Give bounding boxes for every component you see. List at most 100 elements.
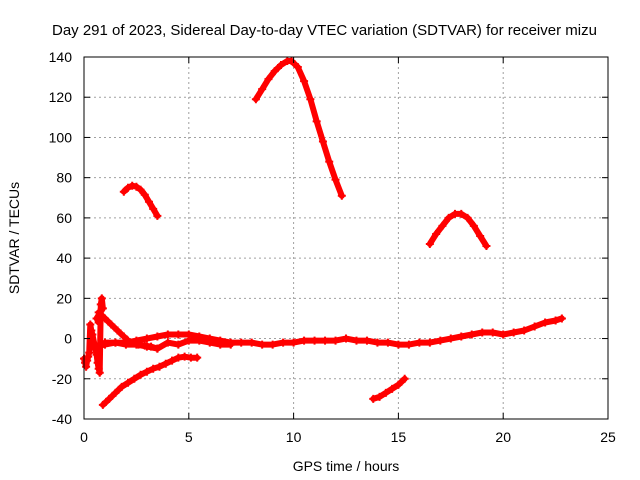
- data-point: [149, 204, 158, 213]
- data-point: [149, 364, 158, 373]
- chart-title: Day 291 of 2023, Sidereal Day-to-day VTE…: [52, 22, 597, 39]
- data-point: [153, 211, 162, 220]
- data-point: [436, 336, 445, 345]
- data-point: [388, 384, 397, 393]
- data-point: [93, 358, 102, 367]
- series-arc-early-hump: [119, 181, 162, 220]
- data-point: [94, 318, 103, 327]
- data-point: [258, 340, 267, 349]
- data-point: [119, 187, 128, 196]
- data-point: [140, 341, 149, 350]
- data-point: [381, 388, 390, 397]
- data-point: [557, 314, 566, 323]
- y-tick-label: 100: [49, 129, 73, 145]
- data-point: [98, 400, 107, 409]
- data-point: [237, 338, 246, 347]
- grid: [84, 57, 608, 419]
- data-point: [300, 336, 309, 345]
- y-tick-label: -20: [52, 371, 72, 387]
- data-point: [277, 61, 286, 70]
- data-point: [128, 181, 137, 190]
- data-point: [446, 334, 455, 343]
- data-point: [153, 332, 162, 341]
- data-point: [180, 352, 189, 361]
- data-point: [184, 336, 193, 345]
- y-tick-label: 140: [49, 49, 73, 65]
- data-point: [289, 338, 298, 347]
- data-point: [444, 213, 453, 222]
- data-point: [482, 242, 491, 251]
- data-point: [105, 394, 114, 403]
- data-point: [457, 332, 466, 341]
- data-point: [469, 221, 478, 230]
- data-point: [488, 328, 497, 337]
- data-point: [287, 57, 296, 66]
- data-point: [98, 304, 107, 313]
- data-point: [476, 231, 485, 240]
- data-point: [467, 330, 476, 339]
- x-tick-label: 20: [495, 429, 511, 445]
- data-point: [394, 340, 403, 349]
- data-point: [425, 338, 434, 347]
- data-point: [193, 353, 202, 362]
- data-point: [107, 320, 116, 329]
- data-point: [124, 378, 133, 387]
- data-point: [163, 338, 172, 347]
- series-main-band: [88, 314, 566, 351]
- data-point: [499, 330, 508, 339]
- data-point: [88, 330, 97, 339]
- data-point: [174, 340, 183, 349]
- series-trace: [89, 315, 565, 350]
- data-point: [161, 359, 170, 368]
- data-point: [155, 362, 164, 371]
- data-point: [111, 388, 120, 397]
- series-arc-big-peak: [251, 57, 346, 200]
- data-point: [438, 221, 447, 230]
- data-point: [142, 367, 151, 376]
- x-tick-label: 0: [80, 429, 88, 445]
- data-point: [247, 338, 256, 347]
- data-point: [270, 67, 279, 76]
- series-rising-arc: [98, 352, 202, 409]
- data-point: [124, 183, 133, 192]
- data-point: [321, 336, 330, 345]
- data-point: [369, 394, 378, 403]
- data-point: [85, 348, 94, 357]
- data-point: [86, 320, 95, 329]
- series-trace: [426, 210, 490, 249]
- data-point: [400, 374, 409, 383]
- data-point: [415, 338, 424, 347]
- data-point: [312, 117, 321, 126]
- data-point: [97, 294, 106, 303]
- data-point: [310, 336, 319, 345]
- data-point: [92, 314, 101, 323]
- data-point: [530, 322, 539, 331]
- data-point: [331, 336, 340, 345]
- data-point: [142, 334, 151, 343]
- data-point: [216, 340, 225, 349]
- data-point: [258, 85, 267, 94]
- y-tick-label: 80: [56, 170, 72, 186]
- data-point: [168, 356, 177, 365]
- plot-area: [80, 57, 566, 409]
- data-point: [117, 382, 126, 391]
- data-point: [394, 380, 403, 389]
- data-point: [205, 338, 214, 347]
- data-point: [111, 338, 120, 347]
- data-point: [509, 328, 518, 337]
- y-tick-label: 60: [56, 210, 72, 226]
- data-point: [147, 342, 156, 351]
- data-point: [352, 336, 361, 345]
- data-point: [306, 95, 315, 104]
- data-point: [457, 209, 466, 218]
- data-point: [375, 392, 384, 401]
- data-point: [119, 332, 128, 341]
- data-point: [130, 374, 139, 383]
- data-point: [96, 300, 105, 309]
- data-point: [279, 338, 288, 347]
- data-point: [337, 191, 346, 200]
- data-point: [331, 175, 340, 184]
- x-tick-label: 25: [600, 429, 616, 445]
- y-tick-label: 0: [64, 331, 72, 347]
- data-point: [87, 326, 96, 335]
